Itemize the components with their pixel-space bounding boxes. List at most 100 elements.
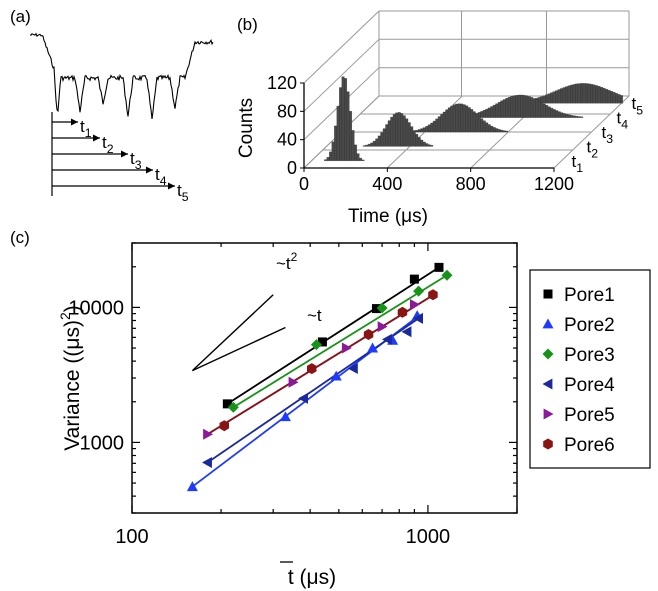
point-pore6 [363,329,374,340]
legend-label-pore3: Pore3 [564,345,615,366]
x-tick-label-c: 100 [115,526,148,548]
panel-c: (c) 100 1000 1000 10000 Variance ((μs)2) t … [10,228,651,589]
fit-line-pore4 [207,317,420,464]
data-points [186,262,453,492]
fit-line-pore1 [226,266,440,405]
current-trace-line [29,32,214,119]
depth-label-4: t4 [617,109,629,132]
histogram-bars-t2 [362,112,434,147]
point-pore6 [307,363,317,375]
panel-a-label: (a) [10,7,31,26]
side-grid-horiz [303,10,380,84]
point-pore4 [298,392,308,404]
legend-marker-pore3 [542,348,554,360]
x-tick-label-b: 1200 [534,174,574,194]
x-axis-label-b: Time (μs) [348,206,428,227]
point-pore2 [330,370,342,381]
point-pore4 [413,312,423,324]
y-tick-label-b: 40 [277,130,297,150]
fit-lines [191,266,448,488]
legend-label-pore6: Pore6 [564,435,615,456]
y-tick-label-c: 1000 [80,432,125,454]
current-trace [29,32,214,119]
time-label-2: t2 [102,133,114,156]
legend: Pore1 Pore2 Pore3 Pore4 Pore5 Pore6 [529,269,651,469]
panel-b-label: (b) [237,15,258,34]
legend-label-pore5: Pore5 [564,405,615,426]
point-pore1 [371,304,381,314]
legend-label-pore1: Pore1 [564,285,615,306]
arrow-head-icon [168,182,175,190]
time-label-4: t4 [155,165,167,188]
annotation-t2: ~t2 [276,250,298,273]
y-tick-label-b: 0 [287,158,297,178]
legend-marker-pore1 [543,289,553,299]
x-tick-label-b: 400 [372,174,402,194]
depth-label-2: t2 [587,137,599,160]
arrow-head-icon [146,166,153,174]
fit-line-pore3 [232,274,448,409]
power-law-guides [191,294,286,372]
point-pore5 [203,428,214,440]
point-pore5 [288,376,299,388]
fit-line-pore6 [207,294,434,435]
plot-frame [131,242,518,514]
panel-a: (a) t1 t2 t3 t4 t5 [10,7,214,204]
point-pore4 [381,333,392,345]
histogram-bars-t3 [410,103,509,133]
point-pore2 [186,481,198,492]
point-pore5 [341,342,352,354]
y-tick-label-c: 10000 [68,297,124,319]
point-pore3 [376,302,388,314]
time-label-1: t1 [80,117,92,140]
y-axis-label-b: Counts [236,98,257,158]
y-tick-label-b: 80 [277,101,297,121]
x-tick-label-b: 800 [456,174,486,194]
depth-label-1: t1 [572,152,584,175]
point-pore2 [367,342,379,353]
point-pore3 [227,401,239,413]
legend-label-pore4: Pore4 [564,375,615,396]
point-pore6 [219,420,229,432]
point-pore5 [377,321,388,333]
legend-marker-pore4 [542,378,553,390]
point-pore3 [310,339,322,351]
y-axis-label-c: Variance ((μs)2) [57,305,84,451]
time-label-3: t3 [130,149,142,172]
y-tick-label-b: 120 [267,73,297,93]
guide-line-t2 [191,294,274,372]
arrow-head-icon [71,118,78,126]
point-pore3 [413,285,425,297]
point-pore1 [409,274,419,284]
arrow-head-icon [121,150,128,158]
point-pore1 [317,337,327,347]
point-pore6 [428,289,438,301]
point-pore1 [222,399,232,409]
side-grid-horiz [303,38,380,112]
legend-marker-pore5 [543,408,554,420]
point-pore2 [279,411,291,422]
legend-box [529,269,651,469]
point-pore3 [441,269,453,281]
arrow-head-icon [93,134,100,142]
x-tick-label-b: 0 [299,174,309,194]
panel-c-label: (c) [10,228,30,247]
x-tick-label-c: 1000 [406,526,451,548]
point-pore4 [347,362,358,374]
depth-label-5: t5 [632,94,644,117]
floor-grid-time [553,95,630,169]
legend-marker-pore2 [542,318,554,329]
point-pore1 [434,262,444,272]
x-axis-label-c: t (μs) [288,566,336,589]
depth-label-3: t3 [602,123,614,146]
histogram-bars-t1 [324,76,365,161]
point-pore6 [397,306,408,318]
legend-label-pore2: Pore2 [564,315,615,336]
annotation-t1: ~t [307,306,322,325]
time-label-5: t5 [177,181,189,204]
point-pore5 [409,299,420,311]
histogram-bars [324,76,623,161]
